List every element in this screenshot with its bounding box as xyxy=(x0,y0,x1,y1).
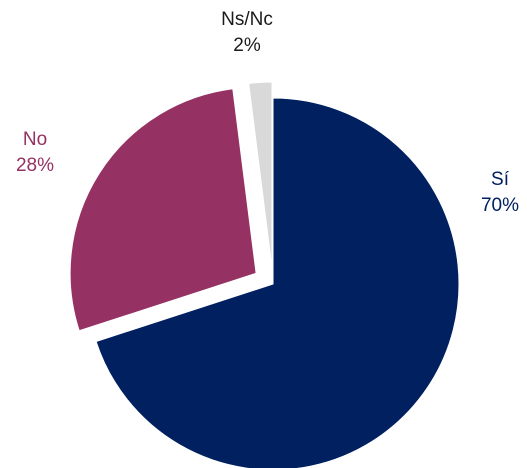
slice-value-label: 70% xyxy=(481,195,519,216)
pie-slice xyxy=(95,97,460,468)
slice-label: No xyxy=(23,129,47,150)
slice-value-label: 2% xyxy=(233,35,261,56)
pie-slice xyxy=(69,88,257,332)
slice-label: Sí xyxy=(491,169,510,190)
slice-label: Ns/Nc xyxy=(221,9,273,30)
pie-slice xyxy=(248,81,273,269)
slice-value-label: 28% xyxy=(16,155,54,176)
